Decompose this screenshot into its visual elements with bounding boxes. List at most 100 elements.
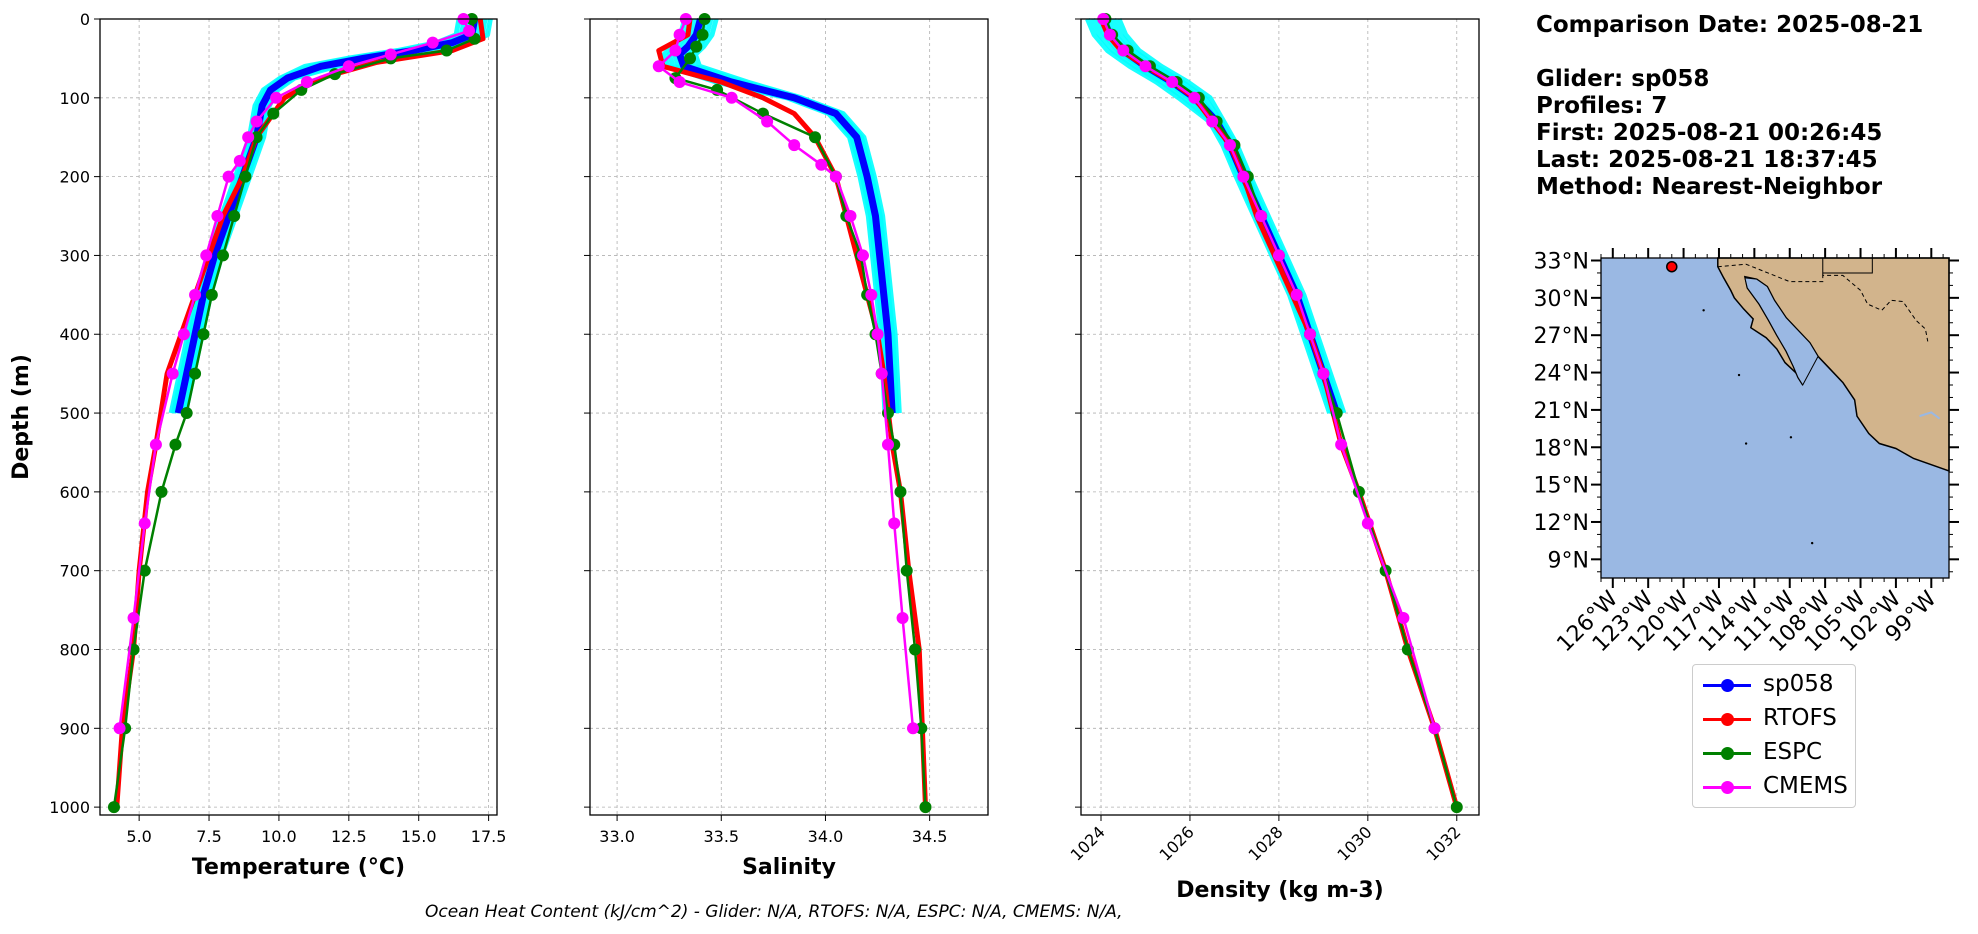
data-point-espc	[894, 485, 907, 498]
data-point-espc	[909, 643, 922, 656]
y-tick-label: 27°N	[1534, 324, 1589, 349]
border-line	[1717, 263, 1929, 342]
legend-item-cmems: CMEMS	[1693, 770, 1855, 804]
x-tick-label: 1030	[1333, 822, 1375, 864]
data-point-cmems	[865, 288, 878, 301]
legend-label: CMEMS	[1763, 773, 1848, 799]
x-tick-label: 1032	[1422, 822, 1464, 864]
glider-position-marker	[1666, 260, 1678, 273]
x-axis-label: Temperature (°C)	[192, 855, 405, 880]
x-tick-label: 34.5	[912, 827, 948, 846]
data-point-cmems	[463, 24, 476, 37]
data-point-espc	[197, 328, 210, 341]
data-point-cmems	[1304, 328, 1317, 341]
x-axis-label: Salinity	[742, 855, 836, 880]
x-tick-label: 1024	[1067, 822, 1109, 864]
y-tick-label: 9°N	[1548, 548, 1589, 573]
glider-profile-line	[1106, 18, 1342, 414]
data-point-cmems	[761, 115, 774, 128]
island	[1737, 373, 1741, 377]
y-tick-label: 33°N	[1534, 249, 1589, 274]
island	[1702, 309, 1705, 312]
series-line-sp058	[676, 18, 896, 414]
data-point-cmems	[342, 60, 355, 73]
x-tick-label: 17.5	[471, 827, 507, 846]
data-point-cmems	[844, 210, 857, 223]
y-tick-label: 30°N	[1534, 287, 1589, 312]
data-point-espc	[217, 249, 230, 262]
data-point-cmems	[426, 36, 439, 49]
data-point-cmems	[1255, 210, 1268, 223]
y-tick-label: 900	[59, 719, 90, 738]
data-point-cmems	[1272, 249, 1285, 262]
data-point-cmems	[1139, 60, 1152, 73]
data-point-espc	[138, 564, 151, 577]
glider-profile-line	[1095, 18, 1337, 414]
data-point-cmems	[888, 517, 901, 530]
comparison-date: Comparison Date: 2025-08-21	[1536, 12, 1924, 38]
data-point-cmems	[177, 328, 190, 341]
data-point-cmems	[1428, 722, 1441, 735]
x-tick-label: 12.5	[331, 827, 367, 846]
data-point-cmems	[1223, 139, 1236, 152]
y-axis-label: Depth (m)	[9, 354, 34, 480]
y-tick-label: 0	[80, 10, 90, 29]
plot-frame	[99, 18, 498, 816]
data-point-cmems	[1317, 367, 1330, 380]
data-point-espc	[107, 801, 120, 814]
data-point-espc	[267, 107, 280, 120]
data-point-espc	[690, 40, 703, 53]
legend-marker	[1721, 713, 1734, 726]
x-tick-label: 1028	[1244, 822, 1286, 864]
info-box: Comparison Date: 2025-08-21 Glider: sp05…	[1536, 12, 1923, 201]
data-point-cmems	[906, 722, 919, 735]
series-line-cmems	[118, 18, 471, 729]
legend-label: sp058	[1763, 671, 1834, 697]
data-point-cmems	[881, 438, 894, 451]
data-point-cmems	[875, 367, 888, 380]
data-point-espc	[919, 801, 932, 814]
island	[1810, 541, 1814, 545]
data-point-cmems	[384, 48, 397, 61]
legend: sp058 RTOFS ESPC CMEMS	[1692, 664, 1856, 808]
data-point-cmems	[166, 367, 179, 380]
legend-label: RTOFS	[1763, 705, 1837, 731]
x-tick-label: 7.5	[196, 827, 221, 846]
data-point-espc	[205, 288, 218, 301]
data-point-cmems	[1335, 438, 1348, 451]
data-point-espc	[180, 407, 193, 420]
legend-marker	[1721, 679, 1734, 692]
data-point-cmems	[1237, 170, 1250, 183]
island	[1789, 436, 1793, 439]
legend-marker	[1721, 781, 1734, 794]
data-point-cmems	[1290, 288, 1303, 301]
data-point-espc	[900, 564, 913, 577]
profiles-count: Profiles: 7	[1536, 93, 1668, 119]
data-point-cmems	[222, 170, 235, 183]
y-tick-label: 1000	[49, 798, 90, 817]
glider-profile-line	[1085, 18, 1332, 414]
data-point-cmems	[673, 76, 686, 89]
data-point-cmems	[200, 249, 213, 262]
x-tick-label: 33.0	[599, 827, 635, 846]
x-tick-label: 5.0	[126, 827, 151, 846]
data-point-cmems	[189, 288, 202, 301]
plot-frame	[589, 18, 989, 816]
data-point-cmems	[1166, 76, 1179, 89]
data-point-cmems	[815, 158, 828, 171]
legend-item-espc: ESPC	[1693, 736, 1855, 770]
y-tick-label: 24°N	[1534, 362, 1589, 387]
data-point-espc	[169, 438, 182, 451]
data-point-cmems	[788, 139, 801, 152]
series-line-sp058	[174, 18, 479, 414]
x-tick-label: 34.0	[808, 827, 844, 846]
legend-item-sp058: sp058	[1693, 668, 1855, 702]
data-point-cmems	[149, 438, 162, 451]
river-line	[1919, 411, 1941, 420]
data-point-cmems	[127, 611, 140, 624]
data-point-espc	[239, 170, 252, 183]
legend-label: ESPC	[1763, 739, 1823, 765]
location-map: 126°W123°W120°W117°W114°W111°W108°W105°W…	[1534, 248, 1959, 657]
y-tick-label: 200	[59, 168, 90, 187]
